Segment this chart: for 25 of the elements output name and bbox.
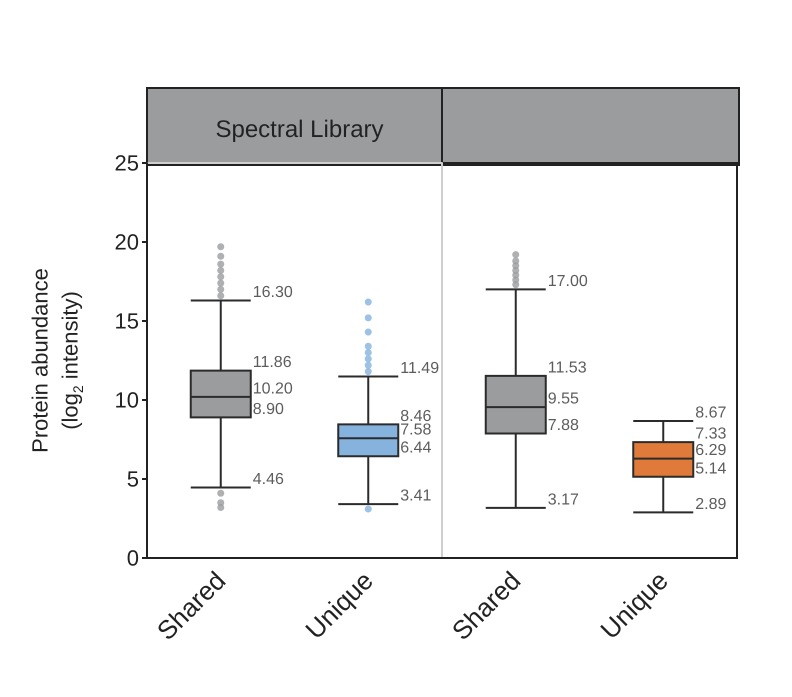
text: 2.89 — [695, 496, 726, 513]
text: 7.88 — [548, 416, 579, 434]
text: 9.55 — [548, 390, 579, 408]
text: 3.17 — [548, 491, 579, 508]
text: 17.00 — [548, 272, 588, 290]
text: 3.41 — [400, 488, 432, 505]
y-tick-label: 25 — [114, 150, 139, 176]
text: 6.44 — [400, 440, 432, 457]
y-tick-label: 15 — [114, 308, 139, 334]
text: 7.33 — [695, 426, 726, 443]
text: 11.53 — [548, 359, 587, 376]
text: 16.30 — [252, 284, 293, 301]
y-tick-label: 5 — [126, 466, 139, 492]
y-tick-label: 20 — [114, 230, 139, 254]
y-tick-label: 0 — [126, 546, 139, 570]
y-tick-label: 10 — [114, 388, 139, 412]
text: 8.90 — [252, 400, 284, 418]
text: 11.49 — [400, 360, 440, 377]
text: 11.86 — [252, 354, 292, 372]
text: 5.14 — [695, 460, 726, 478]
text: 8.67 — [695, 404, 726, 422]
text: 4.46 — [252, 471, 284, 488]
text: 6.29 — [695, 442, 726, 460]
chart-title: Spectral Library — [215, 116, 384, 143]
text: 10.20 — [252, 380, 293, 398]
